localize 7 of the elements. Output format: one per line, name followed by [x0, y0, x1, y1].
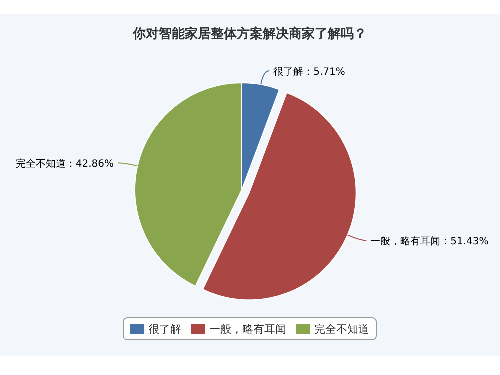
legend-label: 一般，略有耳闻 [210, 323, 286, 336]
data-label: 完全不知道：42.86% [16, 158, 114, 170]
chart-title: 你对智能家居整体方案解决商家了解吗？ [132, 26, 367, 42]
data-label: 一般，略有耳闻：51.43% [370, 236, 489, 248]
legend-label: 完全不知道 [314, 323, 370, 336]
data-label: 很了解：5.71% [274, 66, 346, 78]
legend-label: 很了解 [148, 323, 182, 336]
